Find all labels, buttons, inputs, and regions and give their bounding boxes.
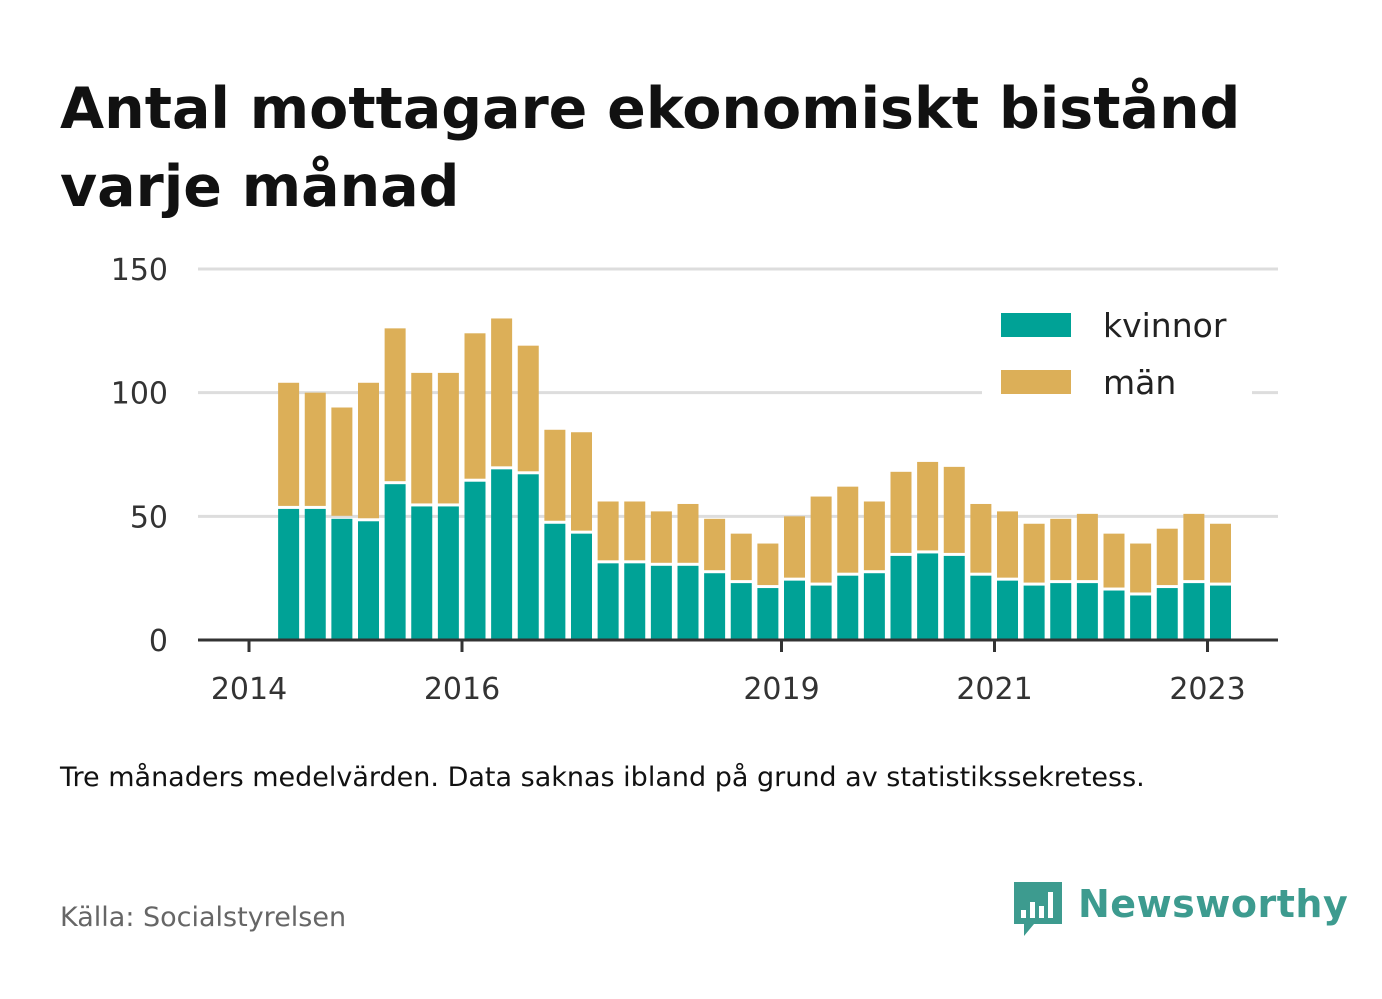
bar-kvinnor: [278, 508, 300, 640]
bar-kvinnor: [677, 565, 699, 640]
bar-kvinnor: [997, 580, 1018, 640]
y-tick-label: 150: [111, 253, 168, 288]
bar-man: [677, 503, 699, 563]
bar-man: [331, 407, 353, 516]
bar-kvinnor: [917, 553, 939, 640]
bar-kvinnor: [943, 555, 965, 640]
bar-man: [437, 372, 459, 504]
bar-man: [650, 511, 672, 563]
chart-note: Tre månaders medelvärden. Data saknas ib…: [60, 762, 1145, 793]
bar-kvinnor: [331, 518, 353, 640]
legend-label-man: män: [1103, 363, 1176, 402]
bar-man: [597, 501, 619, 561]
bar-man: [1050, 518, 1072, 581]
y-tick-label: 50: [130, 500, 168, 535]
bar-kvinnor: [597, 563, 619, 640]
bar-kvinnor: [890, 555, 912, 640]
brand-name: Newsworthy: [1078, 882, 1349, 926]
bar-kvinnor: [1183, 583, 1205, 640]
bar-kvinnor: [704, 573, 726, 640]
source-credit: Källa: Socialstyrelsen: [60, 902, 347, 933]
bar-man: [1130, 543, 1152, 593]
bar-kvinnor: [624, 563, 646, 640]
bar-kvinnor: [517, 474, 539, 640]
bar-kvinnor: [650, 565, 672, 640]
x-tick-label: 2016: [424, 672, 500, 707]
bar-man: [1076, 513, 1098, 581]
bar-man: [1210, 523, 1231, 583]
bar-kvinnor: [1050, 583, 1072, 640]
bar-man: [384, 328, 406, 482]
bar-kvinnor: [784, 580, 805, 640]
bar-kvinnor: [571, 533, 592, 640]
bar-kvinnor: [1103, 590, 1125, 640]
bar-kvinnor: [358, 521, 379, 640]
bar-man: [890, 471, 912, 553]
bar-man: [997, 511, 1018, 578]
bar-man: [757, 543, 779, 586]
bar-man: [411, 372, 433, 504]
bar-man: [624, 501, 646, 561]
legend-label-kvinnor: kvinnor: [1103, 306, 1227, 345]
bar-man: [544, 429, 566, 521]
bar-man: [1103, 533, 1125, 588]
bar-man: [784, 516, 805, 578]
x-tick-label: 2014: [211, 672, 287, 707]
legend-swatch-kvinnor: [1001, 313, 1071, 337]
bar-man: [464, 333, 486, 479]
bar-kvinnor: [1156, 588, 1178, 640]
bar-man: [517, 345, 539, 472]
bar-kvinnor: [411, 506, 433, 640]
legend: kvinnor män: [982, 298, 1252, 402]
chart-title: Antal mottagare ekonomiskt bistånd varje…: [60, 76, 1241, 220]
bar-man: [571, 432, 592, 531]
bar-man: [278, 382, 300, 506]
bar-kvinnor: [837, 575, 859, 640]
y-tick-label: 0: [149, 624, 168, 659]
x-tick-label: 2021: [956, 672, 1032, 707]
bar-man: [863, 501, 885, 571]
bar-man: [970, 503, 992, 573]
bar-man: [358, 382, 379, 519]
bar-man: [1156, 528, 1178, 586]
bar-kvinnor: [1023, 585, 1045, 640]
bar-kvinnor: [810, 585, 832, 640]
bar-kvinnor: [863, 573, 885, 640]
bar-chart-speech-bubble-icon: [1014, 882, 1062, 936]
bar-kvinnor: [384, 484, 406, 640]
bars: [278, 318, 1231, 640]
bar-kvinnor: [544, 523, 566, 640]
bar-kvinnor: [970, 575, 992, 640]
bar-man: [491, 318, 513, 467]
bar-kvinnor: [1076, 583, 1098, 640]
axes: 0 50 100 150 2014 2016 2019 2021 2023: [111, 253, 1278, 707]
bar-man: [943, 466, 965, 553]
bar-kvinnor: [491, 469, 513, 640]
bar-kvinnor: [437, 506, 459, 640]
bar-kvinnor: [730, 583, 752, 640]
y-tick-label: 100: [111, 377, 168, 412]
bar-kvinnor: [464, 481, 486, 640]
bar-kvinnor: [1210, 585, 1231, 640]
bar-man: [1023, 523, 1045, 583]
x-tick-label: 2019: [743, 672, 819, 707]
bar-man: [704, 518, 726, 571]
bar-kvinnor: [304, 508, 326, 640]
bar-kvinnor: [1130, 595, 1152, 640]
bar-man: [810, 496, 832, 583]
bar-man: [837, 486, 859, 573]
bar-man: [304, 392, 326, 506]
bar-man: [1183, 513, 1205, 581]
legend-swatch-man: [1001, 370, 1071, 394]
x-tick-label: 2023: [1169, 672, 1245, 707]
bar-kvinnor: [757, 588, 779, 640]
bar-man: [730, 533, 752, 581]
bar-man: [917, 461, 939, 551]
